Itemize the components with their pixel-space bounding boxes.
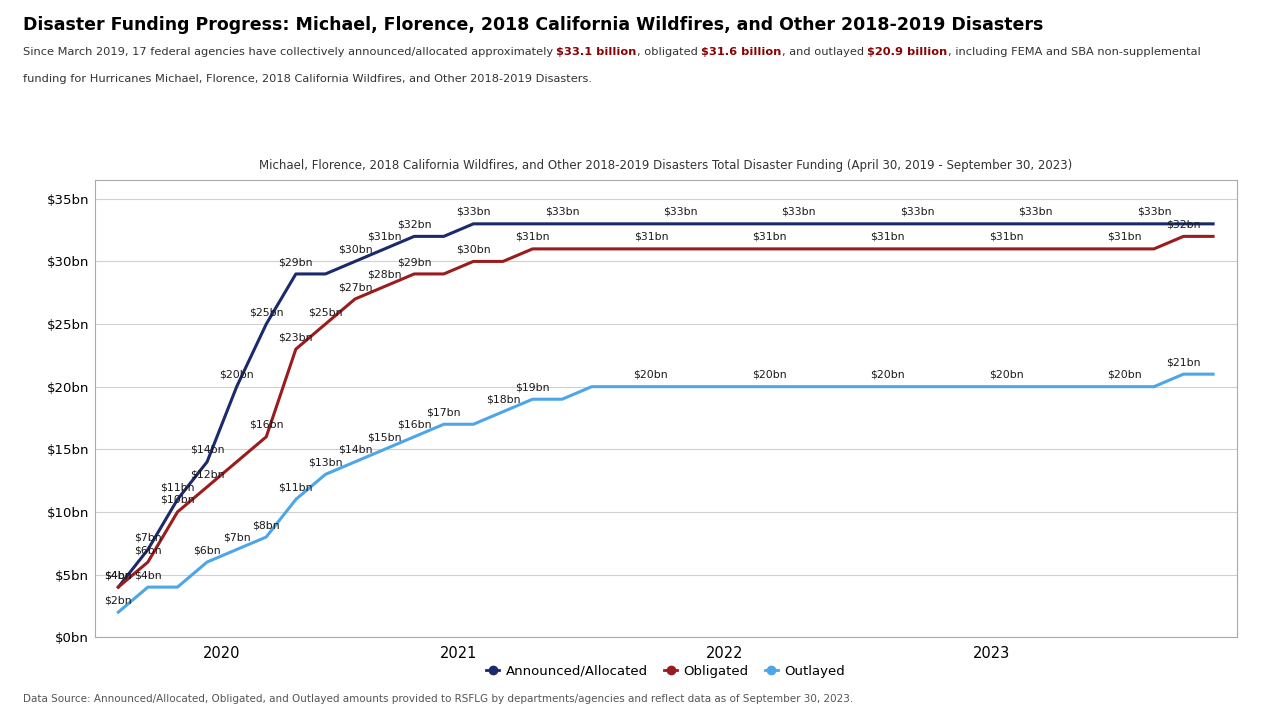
Text: Data Source: Announced/Allocated, Obligated, and Outlayed amounts provided to RS: Data Source: Announced/Allocated, Obliga… bbox=[23, 694, 853, 704]
Text: $11bn: $11bn bbox=[279, 482, 313, 492]
Text: $12bn: $12bn bbox=[189, 470, 225, 480]
Text: $31bn: $31bn bbox=[367, 232, 401, 242]
Text: Disaster Funding Progress: Michael, Florence, 2018 California Wildfires, and Oth: Disaster Funding Progress: Michael, Flor… bbox=[23, 16, 1044, 34]
Text: $8bn: $8bn bbox=[252, 520, 280, 530]
Text: , including FEMA and SBA non-supplemental: , including FEMA and SBA non-supplementa… bbox=[948, 47, 1200, 57]
Text: $33bn: $33bn bbox=[664, 207, 698, 217]
Text: $29bn: $29bn bbox=[279, 257, 313, 267]
Text: $16bn: $16bn bbox=[398, 420, 432, 430]
Text: $28bn: $28bn bbox=[367, 269, 401, 279]
Text: $6bn: $6bn bbox=[193, 545, 221, 555]
Text: $15bn: $15bn bbox=[367, 433, 401, 442]
Text: $7bn: $7bn bbox=[223, 533, 250, 543]
Text: $32bn: $32bn bbox=[1166, 220, 1200, 230]
Text: $4bn: $4bn bbox=[105, 570, 133, 580]
Text: $30bn: $30bn bbox=[456, 245, 491, 254]
Text: $20bn: $20bn bbox=[220, 370, 254, 379]
Text: $20bn: $20bn bbox=[634, 370, 668, 379]
Text: $17bn: $17bn bbox=[427, 408, 461, 418]
Text: funding for Hurricanes Michael, Florence, 2018 California Wildfires, and Other 2: funding for Hurricanes Michael, Florence… bbox=[23, 74, 592, 84]
Text: $11bn: $11bn bbox=[160, 482, 194, 492]
Text: $33bn: $33bn bbox=[545, 207, 579, 217]
Text: $31bn: $31bn bbox=[752, 232, 786, 242]
Text: $31bn: $31bn bbox=[634, 232, 668, 242]
Text: $30bn: $30bn bbox=[338, 245, 372, 254]
Text: $31bn: $31bn bbox=[515, 232, 550, 242]
Text: $10bn: $10bn bbox=[160, 495, 194, 505]
Text: $7bn: $7bn bbox=[134, 533, 162, 543]
Text: $27bn: $27bn bbox=[338, 282, 372, 292]
Legend: Announced/Allocated, Obligated, Outlayed: Announced/Allocated, Obligated, Outlayed bbox=[481, 660, 851, 683]
Text: $2bn: $2bn bbox=[105, 595, 133, 606]
Text: , obligated: , obligated bbox=[637, 47, 702, 57]
Text: $14bn: $14bn bbox=[338, 445, 372, 455]
Text: $20bn: $20bn bbox=[988, 370, 1023, 379]
Text: $20bn: $20bn bbox=[752, 370, 786, 379]
Text: $29bn: $29bn bbox=[398, 257, 432, 267]
Text: $19bn: $19bn bbox=[515, 382, 550, 392]
Text: $33bn: $33bn bbox=[1018, 207, 1053, 217]
Text: $14bn: $14bn bbox=[189, 445, 225, 455]
Text: , and outlayed: , and outlayed bbox=[781, 47, 867, 57]
Text: $16bn: $16bn bbox=[249, 420, 284, 430]
Text: $18bn: $18bn bbox=[486, 395, 520, 405]
Text: $31.6 billion: $31.6 billion bbox=[702, 47, 781, 57]
Text: $20.9 billion: $20.9 billion bbox=[867, 47, 948, 57]
Text: $6bn: $6bn bbox=[134, 545, 162, 555]
Text: $4bn: $4bn bbox=[105, 570, 133, 580]
Text: $33.1 billion: $33.1 billion bbox=[557, 47, 637, 57]
Title: Michael, Florence, 2018 California Wildfires, and Other 2018-2019 Disasters Tota: Michael, Florence, 2018 California Wildf… bbox=[259, 159, 1073, 172]
Text: $32bn: $32bn bbox=[398, 220, 432, 230]
Text: Since March 2019, 17 federal agencies have collectively announced/allocated appr: Since March 2019, 17 federal agencies ha… bbox=[23, 47, 557, 57]
Text: $33bn: $33bn bbox=[781, 207, 817, 217]
Text: $31bn: $31bn bbox=[1107, 232, 1142, 242]
Text: $33bn: $33bn bbox=[1137, 207, 1171, 217]
Text: $25bn: $25bn bbox=[249, 307, 284, 317]
Text: $21bn: $21bn bbox=[1166, 357, 1200, 367]
Text: $20bn: $20bn bbox=[871, 370, 905, 379]
Text: $31bn: $31bn bbox=[988, 232, 1023, 242]
Text: $23bn: $23bn bbox=[279, 332, 313, 342]
Text: $13bn: $13bn bbox=[308, 457, 343, 467]
Text: $25bn: $25bn bbox=[308, 307, 343, 317]
Text: $31bn: $31bn bbox=[871, 232, 905, 242]
Text: $33bn: $33bn bbox=[456, 207, 491, 217]
Text: $4bn: $4bn bbox=[134, 570, 162, 580]
Text: $20bn: $20bn bbox=[1107, 370, 1142, 379]
Text: $33bn: $33bn bbox=[900, 207, 934, 217]
